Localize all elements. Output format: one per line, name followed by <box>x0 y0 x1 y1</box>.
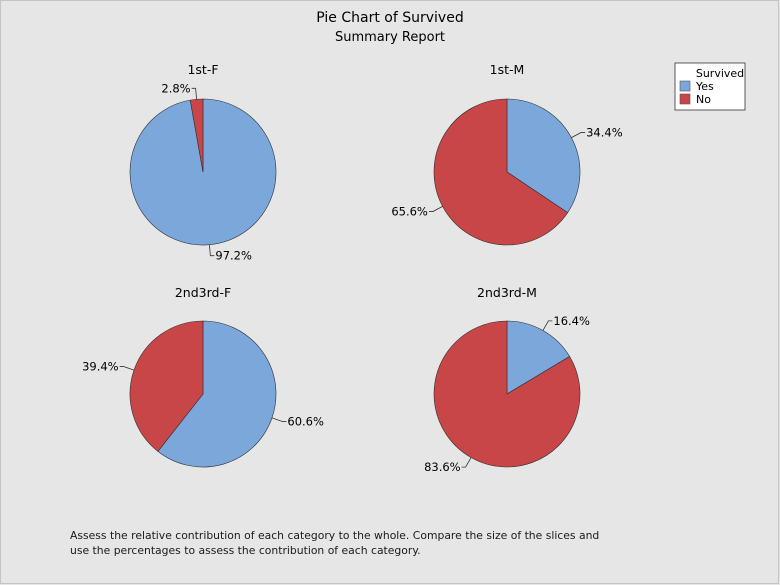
slice-percent-label: 97.2% <box>215 249 252 263</box>
pie-slice-yes <box>506 98 581 214</box>
legend: Survived Yes No <box>674 62 746 111</box>
pie-title: 1st-F <box>187 62 218 77</box>
note-line-1: Assess the relative contribution of each… <box>70 529 600 542</box>
slice-leader-line <box>119 366 135 371</box>
pie-slice-yes <box>506 320 571 395</box>
legend-swatch-yes <box>679 80 691 92</box>
pie-slice-no <box>189 98 204 173</box>
legend-label-no: No <box>696 93 711 106</box>
pies-group: 1st-F 97.2% 2.8% 1st-M 34.4% 65.6% 2nd3rd-F 60.… <box>82 62 623 474</box>
slice-percent-label: 39.4% <box>82 360 119 374</box>
chart-title: Pie Chart of Survived <box>316 10 463 26</box>
legend-label-yes: Yes <box>695 80 714 93</box>
slice-percent-label: 34.4% <box>586 125 623 139</box>
pie-title: 1st-M <box>490 62 525 77</box>
chart-subtitle: Summary Report <box>335 30 445 45</box>
interpretation-note: Assess the relative contribution of each… <box>70 528 600 558</box>
slice-leader-line <box>209 244 215 257</box>
pie-slice-no <box>433 98 569 246</box>
legend-swatch-no <box>679 93 691 105</box>
note-line-2: use the percentages to assess the contri… <box>70 544 421 557</box>
slice-percent-label: 83.6% <box>424 460 461 474</box>
slice-leader-line <box>428 206 443 212</box>
slice-percent-label: 2.8% <box>161 81 190 95</box>
pie-title: 2nd3rd-M <box>477 285 537 300</box>
slice-leader-line <box>271 417 287 422</box>
slice-leader-line <box>191 87 197 100</box>
pie-slice-no <box>129 320 204 452</box>
slice-percent-label: 16.4% <box>553 314 590 328</box>
slice-leader-line <box>461 457 472 468</box>
legend-title: Survived <box>696 67 744 80</box>
slice-percent-label: 60.6% <box>287 414 324 428</box>
pie-title: 2nd3rd-F <box>175 285 231 300</box>
slice-leader-line <box>571 132 586 138</box>
slice-leader-line <box>542 320 553 331</box>
slice-percent-label: 65.6% <box>391 205 428 219</box>
